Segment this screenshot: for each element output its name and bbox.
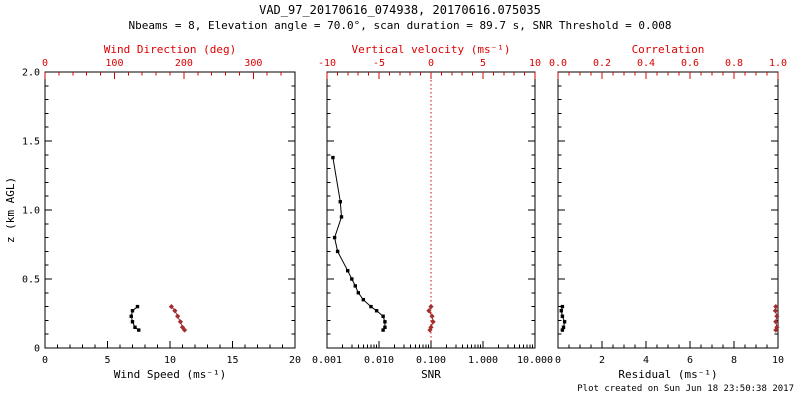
residual-panel: 0 2 4 6 8 10 Residual (ms⁻¹) 0.0 0.2 0.4 0.6 0.8 1.0… <box>549 43 787 381</box>
y-axis <box>327 71 535 349</box>
svg-text:-10: -10 <box>318 58 336 69</box>
svg-text:2: 2 <box>599 355 605 366</box>
wind-speed-series <box>129 304 141 332</box>
Residual (ms⁻¹)-axis <box>557 341 779 348</box>
svg-text:SNR: SNR <box>421 368 441 381</box>
y-axis <box>558 71 778 349</box>
svg-text:0.0: 0.0 <box>549 58 567 69</box>
svg-text:1.5: 1.5 <box>22 137 40 148</box>
residual-series <box>559 304 567 332</box>
svg-text:0.6: 0.6 <box>681 58 699 69</box>
svg-text:0.2: 0.2 <box>593 58 611 69</box>
svg-text:0.5: 0.5 <box>22 275 40 286</box>
svg-text:6: 6 <box>687 355 693 366</box>
svg-text:20: 20 <box>289 355 301 366</box>
y-axis <box>45 71 295 349</box>
svg-text:15: 15 <box>226 355 238 366</box>
svg-text:0: 0 <box>42 58 48 69</box>
svg-text:-5: -5 <box>373 58 385 69</box>
snr-panel: 0.001 0.010 0.100 1.000 10.000 SNR -10 -5 0 5 10 Ve… <box>312 43 553 381</box>
svg-text:Wind Direction (deg): Wind Direction (deg) <box>104 43 236 56</box>
svg-text:Correlation: Correlation <box>632 43 705 56</box>
svg-text:2.0: 2.0 <box>22 68 40 79</box>
Correlation-axis <box>557 72 779 79</box>
plot-created-timestamp: Plot created on Sun Jun 18 23:50:38 2017 <box>577 384 794 394</box>
svg-text:10: 10 <box>772 355 784 366</box>
plot-subtitle: Nbeams = 8, Elevation angle = 70.0°, sca… <box>128 19 672 32</box>
svg-text:1.0: 1.0 <box>769 58 787 69</box>
wind-panel: 0 5 10 15 20 Wind Speed (ms⁻¹) 0 100 200 300 Wind … <box>4 43 301 381</box>
svg-text:Wind Speed (ms⁻¹): Wind Speed (ms⁻¹) <box>114 368 227 381</box>
SNR-axis <box>326 341 536 348</box>
svg-text:0: 0 <box>428 58 434 69</box>
svg-text:10.000: 10.000 <box>517 355 553 366</box>
svg-text:Vertical velocity (ms⁻¹): Vertical velocity (ms⁻¹) <box>352 43 511 56</box>
svg-text:0.4: 0.4 <box>637 58 655 69</box>
correlation-series <box>772 304 780 333</box>
snr-series <box>331 155 387 332</box>
svg-text:z (km AGL): z (km AGL) <box>4 177 17 243</box>
svg-text:0: 0 <box>42 355 48 366</box>
Vertical velocity (ms⁻¹)-axis <box>326 72 536 79</box>
svg-text:0: 0 <box>555 355 561 366</box>
Wind Speed (ms⁻¹)-axis <box>44 341 296 348</box>
svg-text:100: 100 <box>105 58 123 69</box>
vertical-velocity-series <box>426 304 436 333</box>
svg-text:5: 5 <box>104 355 110 366</box>
Wind Direction (deg)-axis <box>44 72 282 79</box>
svg-text:5: 5 <box>480 58 486 69</box>
svg-text:0: 0 <box>34 344 40 355</box>
svg-text:8: 8 <box>731 355 737 366</box>
residual-panel-frame <box>557 71 779 349</box>
svg-text:10: 10 <box>529 58 541 69</box>
svg-text:1.000: 1.000 <box>468 355 498 366</box>
svg-text:4: 4 <box>643 355 649 366</box>
plot-title: VAD_97_20170616_074938, 20170616.075035 <box>259 3 541 17</box>
wind-direction-series <box>168 304 188 333</box>
svg-text:Residual (ms⁻¹): Residual (ms⁻¹) <box>618 368 717 381</box>
svg-text:1.0: 1.0 <box>22 206 40 217</box>
svg-text:0.001: 0.001 <box>312 355 342 366</box>
svg-text:10: 10 <box>164 355 176 366</box>
svg-text:0.010: 0.010 <box>364 355 394 366</box>
svg-text:0.100: 0.100 <box>416 355 446 366</box>
svg-text:0.8: 0.8 <box>725 58 743 69</box>
svg-text:300: 300 <box>244 58 262 69</box>
svg-text:200: 200 <box>175 58 193 69</box>
